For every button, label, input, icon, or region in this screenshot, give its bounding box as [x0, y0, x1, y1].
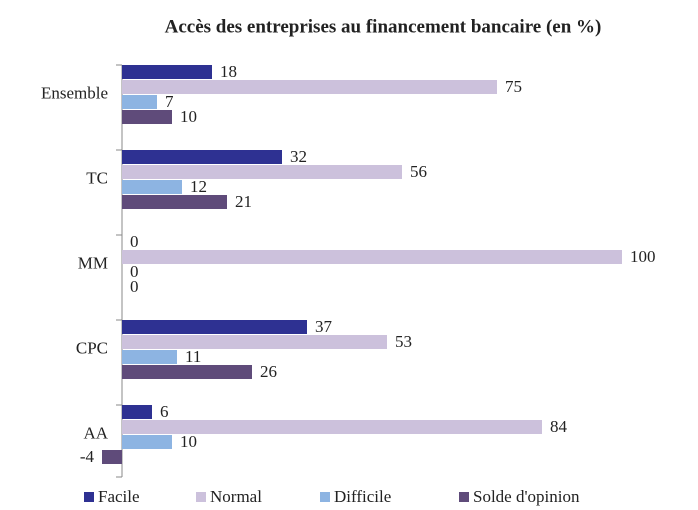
bar	[122, 405, 152, 419]
bar	[102, 450, 122, 464]
bar	[122, 335, 387, 349]
data-label: 18	[220, 62, 237, 81]
category-label: Ensemble	[41, 83, 108, 102]
data-label: 56	[410, 162, 427, 181]
bar	[122, 250, 622, 264]
legend-swatch	[320, 492, 330, 502]
data-label: 6	[160, 402, 169, 421]
bar	[122, 320, 307, 334]
category-label: TC	[86, 168, 108, 187]
bar	[122, 180, 182, 194]
chart-title: Accès des entreprises au financement ban…	[165, 16, 602, 37]
bar	[122, 420, 542, 434]
data-label: 7	[165, 92, 174, 111]
data-label: 84	[550, 417, 568, 436]
data-label: 0	[130, 232, 139, 251]
bar	[122, 80, 497, 94]
legend-swatch	[459, 492, 469, 502]
legend-label: Facile	[98, 487, 140, 506]
data-label: 32	[290, 147, 307, 166]
legend-label: Difficile	[334, 487, 391, 506]
data-label: 10	[180, 107, 197, 126]
data-label: 37	[315, 317, 333, 336]
data-label: -4	[80, 447, 95, 466]
legend-swatch	[84, 492, 94, 502]
category-label: CPC	[76, 338, 108, 357]
data-label: 26	[260, 362, 277, 381]
data-label: 12	[190, 177, 207, 196]
bar	[122, 65, 212, 79]
bar	[122, 365, 252, 379]
bar	[122, 195, 227, 209]
data-label: 53	[395, 332, 412, 351]
bar	[122, 435, 172, 449]
data-label: 10	[180, 432, 197, 451]
legend-label: Normal	[210, 487, 262, 506]
category-label: AA	[83, 423, 108, 442]
data-label: 0	[130, 277, 139, 296]
data-label: 100	[630, 247, 656, 266]
legend-swatch	[196, 492, 206, 502]
bar	[122, 110, 172, 124]
legend-label: Solde d'opinion	[473, 487, 580, 506]
category-label: MM	[78, 253, 108, 272]
data-label: 11	[185, 347, 201, 366]
data-label: 21	[235, 192, 252, 211]
bar	[122, 350, 177, 364]
bar	[122, 150, 282, 164]
bar	[122, 165, 402, 179]
data-label: 75	[505, 77, 522, 96]
bar	[122, 95, 157, 109]
data-label: 0	[130, 262, 139, 281]
